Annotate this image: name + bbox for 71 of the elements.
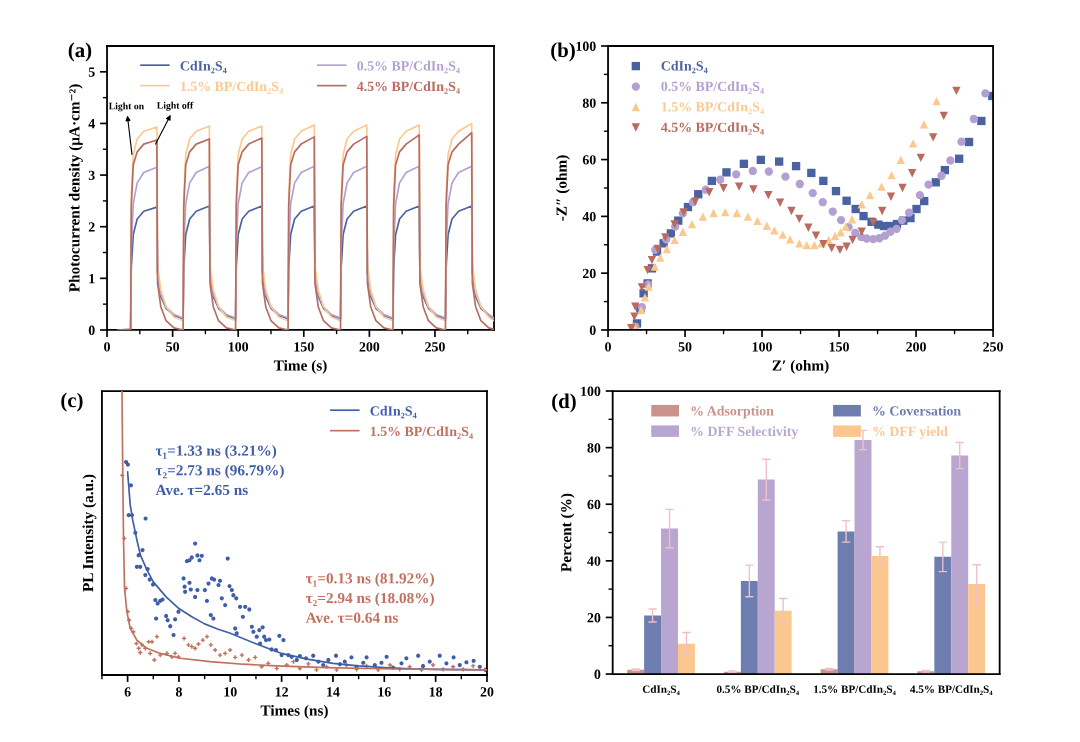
chart-title: (b) (551, 42, 575, 62)
legend-label: 0.5% BP/CdIn₂S₄ (357, 60, 460, 74)
legend-label: 1.5% BP/CdIn₂S₄ (181, 81, 284, 94)
x-tick-label: 10 (224, 687, 237, 697)
y-tick-label: 100 (581, 386, 601, 396)
legend-label: 0.5% BP/CdIn₂S₄ (661, 81, 764, 94)
y-tick-label: 3 (88, 170, 95, 181)
y-tick-label: 60 (582, 155, 596, 165)
x-tick-label: 0.5% BP/CdIn₂S₄ (716, 685, 799, 696)
y-tick-label: 4 (88, 119, 95, 129)
x-tick-label: 250 (983, 342, 1003, 352)
x-tick-label: 50 (166, 342, 180, 352)
x-axis-title: Z′ (ohm) (772, 359, 829, 374)
chart-title: (c) (61, 392, 83, 412)
annotation: Light on (108, 102, 144, 112)
y-tick-label: 2 (88, 222, 95, 232)
x-tick-label: 250 (425, 342, 445, 352)
x-tick-label: 150 (829, 342, 849, 352)
y-tick-label: 40 (587, 556, 601, 566)
x-tick-label: 1.5% BP/CdIn₂S₄ (814, 685, 896, 696)
x-tick-label: CdIn₂S₄ (642, 685, 680, 696)
x-tick-label: 20 (480, 687, 494, 697)
annotation: Light off (156, 101, 194, 111)
x-tick-label: 6 (124, 687, 131, 697)
legend-label: 1.5% BP/CdIn₂S₄ (661, 101, 764, 115)
x-tick-label: 100 (228, 342, 249, 352)
y-axis-title: -Z″ (ohm) (555, 155, 570, 221)
x-tick-label: 18 (429, 687, 443, 697)
legend-label: % Adsorption (691, 405, 774, 419)
y-tick-label: 0 (594, 669, 601, 679)
x-tick-label: 150 (294, 342, 314, 352)
y-tick-label: 40 (582, 211, 596, 222)
x-tick-label: 12 (275, 687, 288, 697)
y-tick-label: 80 (582, 98, 596, 108)
legend-label: CdIn₂S₄ (661, 60, 708, 74)
y-tick-label: 1 (89, 273, 95, 284)
y-tick-label: 0 (589, 325, 596, 335)
x-tick-label: 8 (175, 687, 182, 697)
legend-label: CdIn₂S₄ (180, 60, 227, 74)
x-tick-label: 0 (605, 342, 611, 352)
y-tick-label: 20 (587, 613, 601, 623)
annotation: τ₁=0.13 ns (81.92%) τ₂=2.94 ns (18.08%) Ave. τ=0.64 ns (305, 572, 434, 623)
legend-label: % DFF yield (873, 426, 948, 439)
y-axis-title: Percent (%) (560, 493, 575, 572)
y-tick-label: 100 (576, 41, 596, 51)
x-tick-label: 100 (752, 342, 772, 352)
legend-label: 4.5% BP/CdIn₂S₄ (661, 122, 764, 135)
y-tick-label: 5 (88, 67, 95, 77)
x-tick-label: 0 (104, 342, 110, 352)
chart-title: (a) (68, 42, 92, 62)
x-axis-title: Times (ns) (260, 704, 328, 719)
y-tick-label: 20 (582, 268, 596, 279)
x-axis-title: Time (s) (273, 359, 327, 374)
x-tick-label: 16 (378, 687, 391, 697)
y-axis-title: Photocurrent density (μA·cm⁻²) (68, 84, 83, 293)
annotation: τ₁=1.33 ns (3.21%) τ₂=2.73 ns (96.79%) Ave. τ=2.65 ns (155, 444, 284, 496)
x-tick-label: 14 (327, 687, 340, 697)
x-tick-label: 200 (906, 342, 926, 352)
y-tick-label: 0 (88, 325, 95, 335)
y-tick-label: 60 (587, 499, 601, 510)
legend-label: % DFF Selectivity (691, 426, 799, 439)
x-tick-label: 50 (678, 342, 692, 352)
legend-label: 1.5% BP/CdIn₂S₄ (370, 426, 473, 439)
legend-label: 4.5% BP/CdIn₂S₄ (356, 81, 460, 94)
legend-label: CdIn₂S₄ (370, 405, 417, 419)
chart-title: (d) (552, 393, 576, 413)
y-tick-label: 80 (587, 443, 601, 453)
y-axis-title: PL Intensity (a.u.) (82, 474, 97, 592)
x-tick-label: 200 (359, 342, 380, 352)
legend-label: % Coversation (873, 405, 961, 416)
x-tick-label: 4.5% BP/CdIn₂S₄ (910, 685, 993, 696)
